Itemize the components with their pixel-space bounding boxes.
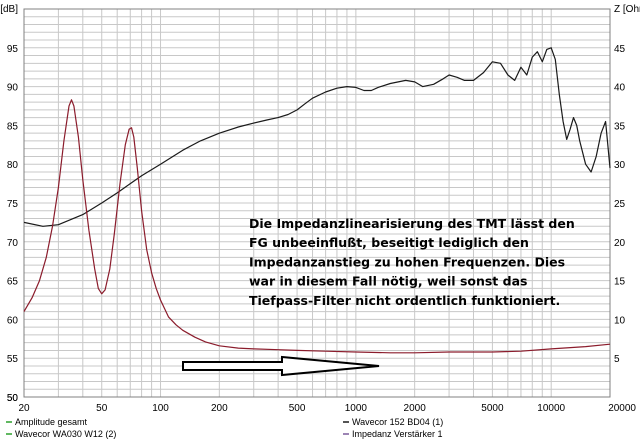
x-tick-label: 10000 (537, 403, 565, 414)
x-tick-label: 50 (96, 403, 108, 414)
series-line-2 (23, 99, 611, 354)
right-tick-label: 30 (614, 160, 626, 171)
right-tick-label: 40 (614, 83, 626, 94)
x-tick-label: 20 (18, 403, 30, 414)
left-tick-label: 85 (7, 121, 19, 132)
right-axis-unit: Z [Ohm] (614, 4, 640, 15)
annotation-line: Die Impedanzlinearisierung des TMT lässt… (249, 216, 575, 231)
x-tick-label: 5000 (481, 403, 504, 414)
x-tick-label: 200 (211, 403, 228, 414)
left-tick-label: 55 (7, 354, 19, 365)
legend-item-label: Impedanz Verstärker 1 (352, 429, 443, 439)
right-tick-label: 25 (614, 199, 626, 210)
annotation-line: FG unbeeinflußt, beseitigt lediglich den (249, 235, 529, 250)
left-tick-label: 65 (7, 277, 19, 288)
right-tick-label: 10 (614, 315, 626, 326)
left-tick-label: 50 (7, 393, 19, 404)
annotation-text: Die Impedanzlinearisierung des TMT lässt… (249, 216, 575, 308)
left-tick-label: 50 (7, 393, 19, 404)
x-tick-label: 100 (152, 403, 169, 414)
right-tick-label: 15 (614, 277, 626, 288)
left-tick-label: 60 (7, 315, 19, 326)
series-line-1 (23, 47, 611, 227)
x-tick-label: 2000 (404, 403, 427, 414)
annotation-line: Tiefpass-Filter nicht ordentlich funktio… (249, 293, 560, 308)
series-lines (23, 47, 611, 354)
x-tick-label: 20000 (608, 403, 636, 414)
left-tick-label: 75 (7, 199, 19, 210)
annotation-arrow (182, 355, 380, 377)
arrow-shape (182, 355, 380, 377)
left-axis-unit: [dB] (0, 4, 18, 15)
right-tick-label: 5 (614, 354, 620, 365)
x-tick-label: 500 (289, 403, 306, 414)
legend: Amplitude gesamt Wavecor 152 BD04 (1) Wave… (6, 417, 443, 439)
annotation-line: Impedanzanstieg zu hohen Frequenzen. Die… (249, 254, 565, 269)
left-tick-label: 80 (7, 160, 19, 171)
axis-labels: 20 50 100 200 500 1000 2000 5000 10000 2000050556… (0, 4, 640, 414)
right-tick-label: 35 (614, 121, 626, 132)
right-tick-label: 20 (614, 238, 626, 249)
legend-item-label: Wavecor 152 BD04 (1) (352, 417, 443, 427)
left-tick-label: 70 (7, 238, 19, 249)
x-tick-label: 1000 (345, 403, 368, 414)
plot-frame (23, 8, 611, 398)
annotation-line: war in diesem Fall nötig, weil sonst das (249, 274, 527, 289)
left-tick-label: 90 (7, 83, 19, 94)
legend-item-label: Amplitude gesamt (15, 417, 88, 427)
plot-grid (23, 8, 611, 398)
left-tick-label: 95 (7, 44, 19, 55)
right-tick-label: 45 (614, 44, 626, 55)
legend-item-label: Wavecor WA030 W12 (2) (15, 429, 116, 439)
